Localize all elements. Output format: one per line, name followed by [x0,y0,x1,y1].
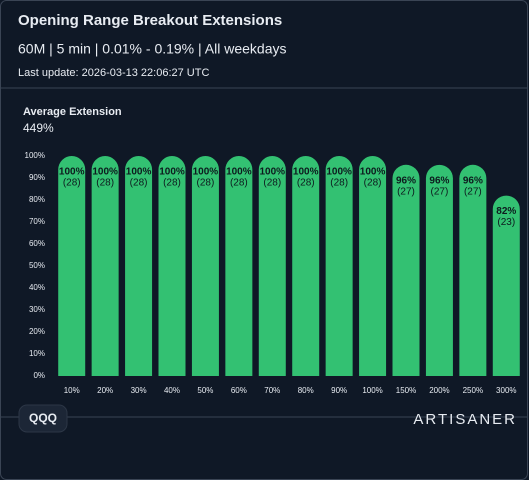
count-label: (28) [297,178,315,189]
value-label: 100% [59,167,85,178]
x-tick-label: 250% [463,386,483,395]
bar [258,156,286,376]
bar [91,156,119,376]
value-label: 100% [92,167,118,178]
y-tick-label: 70% [29,217,45,226]
value-label: 82% [496,206,516,217]
title: Opening Range Breakout Extensions [18,12,282,29]
x-tick-label: 70% [264,386,280,395]
y-tick-label: 40% [29,283,45,292]
ticker[interactable]: QQQ [29,411,57,425]
count-label: (28) [197,178,215,189]
x-tick-label: 90% [331,386,347,395]
y-tick-label: 10% [29,349,45,358]
y-tick-label: 20% [29,327,45,336]
count-label: (28) [230,178,248,189]
value-label: 96% [463,175,483,186]
ticker-button[interactable] [18,404,68,433]
bar [125,156,153,376]
x-tick-label: 40% [164,386,180,395]
summary-label: Average Extension [23,106,122,118]
count-label: (27) [464,186,482,197]
y-tick-label: 80% [29,195,45,204]
bar [191,156,219,376]
bar [292,156,320,376]
x-tick-label: 150% [396,386,416,395]
x-tick-label: 50% [197,386,213,395]
bar [58,156,86,376]
x-tick-label: 200% [429,386,449,395]
y-tick-label: 30% [29,305,45,314]
count-label: (28) [163,178,181,189]
last-update: Last update: 2026-03-13 22:06:27 UTC [18,67,209,79]
x-tick-label: 20% [97,386,113,395]
subtitle: 60M | 5 min | 0.01% - 0.19% | All weekda… [18,41,286,57]
value-label: 100% [326,167,352,178]
bar [359,156,387,376]
x-tick-label: 60% [231,386,247,395]
value-label: 100% [259,167,285,178]
y-tick-label: 50% [29,261,45,270]
bar [325,156,353,376]
bar [425,164,453,376]
bar [225,156,253,376]
bar [158,156,186,376]
brand: ARTISANER [413,411,517,428]
value-label: 100% [293,167,319,178]
bar [492,195,520,376]
count-label: (28) [330,178,348,189]
value-label: 100% [126,167,152,178]
count-label: (27) [397,186,415,197]
bar [459,164,487,376]
count-label: (28) [263,178,281,189]
count-label: (23) [497,217,515,228]
count-label: (28) [63,178,81,189]
value-label: 100% [360,167,386,178]
y-tick-label: 90% [29,173,45,182]
value-label: 96% [429,175,449,186]
x-tick-label: 300% [496,386,516,395]
x-tick-label: 100% [362,386,382,395]
x-tick-label: 80% [298,386,314,395]
y-tick-label: 60% [29,239,45,248]
count-label: (28) [130,178,148,189]
count-label: (28) [96,178,114,189]
count-label: (28) [364,178,382,189]
value-label: 100% [226,167,252,178]
bar [392,164,420,376]
value-label: 96% [396,175,416,186]
y-tick-label: 0% [33,371,45,380]
summary-value: 449% [23,121,54,135]
x-tick-label: 10% [64,386,80,395]
y-tick-label: 100% [25,151,45,160]
count-label: (27) [431,186,449,197]
value-label: 100% [159,167,185,178]
x-tick-label: 30% [131,386,147,395]
value-label: 100% [193,167,219,178]
